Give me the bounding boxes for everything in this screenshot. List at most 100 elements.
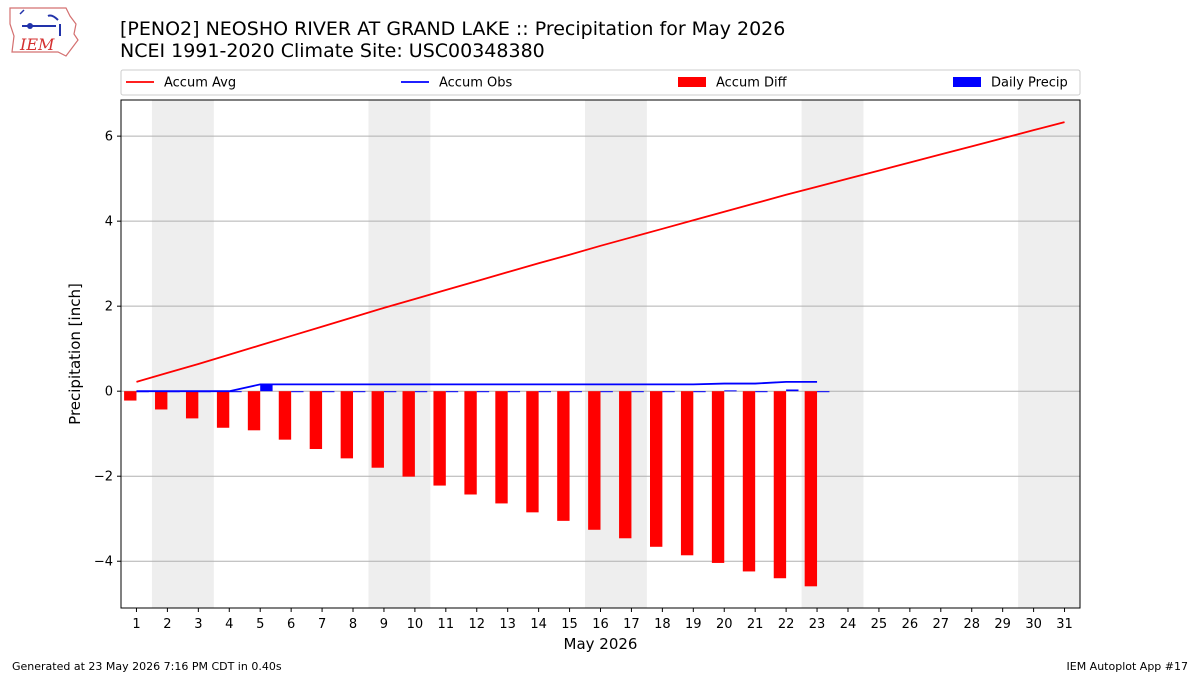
- y-tick-label: −2: [94, 470, 113, 485]
- x-tick-label: 8: [349, 617, 357, 632]
- legend-bar-swatch: [953, 77, 981, 87]
- y-tick-label: 2: [105, 300, 113, 315]
- legend-item: Accum Avg: [126, 76, 236, 91]
- accum-diff-bar: [495, 391, 508, 504]
- accum-diff-bar: [804, 391, 818, 587]
- x-tick-label: 23: [809, 617, 826, 632]
- legend-bar-swatch: [678, 77, 706, 87]
- legend-label: Accum Diff: [716, 76, 788, 91]
- x-tick-label: 21: [747, 617, 764, 632]
- legend-box: [120, 69, 1081, 96]
- accum-diff-bar: [588, 391, 601, 530]
- x-tick-label: 27: [933, 617, 950, 632]
- x-tick-label: 24: [840, 617, 857, 632]
- x-tick-label: 11: [438, 617, 455, 632]
- y-tick-label: −4: [94, 555, 113, 570]
- accum-diff-bar: [155, 391, 168, 410]
- accum-diff-bar: [185, 391, 199, 419]
- accum-diff-bar: [773, 391, 787, 579]
- x-tick-label: 15: [561, 617, 578, 632]
- x-tick-label: 16: [592, 617, 609, 632]
- iem-logo: IEM: [8, 6, 80, 62]
- accum-diff-bar: [464, 391, 477, 495]
- legend-item: Accum Diff: [678, 76, 788, 91]
- daily-precip-bar: [755, 391, 768, 393]
- accum-diff-bar: [649, 391, 663, 547]
- accum-diff-bar: [402, 391, 415, 477]
- daily-precip-bar: [445, 391, 459, 393]
- daily-precip-bar: [662, 391, 675, 393]
- accum-diff-bar: [309, 391, 323, 450]
- x-tick-label: 19: [685, 617, 702, 632]
- weekend-shade: [368, 100, 431, 608]
- x-tick-label: 22: [778, 617, 795, 632]
- x-tick-label: 10: [407, 617, 424, 632]
- accum-diff-bar: [216, 391, 230, 428]
- x-tick-label: 14: [530, 617, 547, 632]
- daily-precip-bar: [693, 391, 706, 393]
- daily-precip-bar: [631, 391, 644, 393]
- accum-diff-bar: [742, 391, 756, 572]
- x-tick-label: 28: [963, 617, 980, 632]
- x-tick-label: 4: [225, 617, 233, 632]
- daily-precip-bar: [229, 391, 242, 393]
- logo-text: IEM: [19, 35, 55, 54]
- x-tick-label: 29: [994, 617, 1011, 632]
- accum-diff-bar: [340, 391, 354, 459]
- daily-precip-bar: [600, 391, 613, 393]
- weekend-shade: [1018, 100, 1080, 608]
- chart-subtitle: NCEI 1991-2020 Climate Site: USC00348380: [120, 40, 545, 62]
- accum-diff-bar: [557, 391, 570, 521]
- x-tick-label: 17: [623, 617, 640, 632]
- accum-diff-bar: [680, 391, 694, 556]
- accum-obs-line: [136, 380, 818, 393]
- x-tick-label: 5: [256, 617, 264, 632]
- daily-precip-bar: [383, 391, 397, 393]
- daily-precip-bar: [291, 391, 304, 393]
- x-tick-label: 25: [871, 617, 888, 632]
- y-tick-label: 0: [105, 385, 113, 400]
- legend: Accum Avg Accum Obs Accum Diff Daily Precip: [120, 69, 1081, 96]
- daily-precip-bar: [786, 389, 799, 392]
- legend-label: Accum Obs: [439, 76, 512, 91]
- legend-label: Accum Avg: [164, 76, 236, 91]
- x-tick-label: 13: [499, 617, 516, 632]
- daily-precip-bar: [322, 391, 335, 393]
- x-tick-label: 26: [902, 617, 919, 632]
- app-credit: IEM Autoplot App #17: [1066, 660, 1189, 673]
- daily-precip-bar: [569, 391, 582, 393]
- x-tick-label: 6: [287, 617, 295, 632]
- accum-diff-bar: [124, 391, 137, 401]
- daily-precip-bar: [260, 384, 273, 392]
- x-tick-label: 7: [318, 617, 326, 632]
- generated-timestamp: Generated at 23 May 2026 7:16 PM CDT in …: [12, 660, 282, 673]
- legend-item: Accum Obs: [401, 76, 512, 91]
- x-tick-label: 18: [654, 617, 671, 632]
- daily-precip-bar: [476, 391, 490, 393]
- y-tick-label: 6: [105, 130, 113, 145]
- accum-diff-bar: [371, 391, 384, 468]
- accum-diff-bar: [711, 391, 725, 563]
- weekend-shade: [585, 100, 647, 608]
- accum-diff-bar: [619, 391, 632, 539]
- x-axis-label: May 2026: [564, 635, 638, 653]
- legend-item: Daily Precip: [953, 76, 1068, 91]
- accum-diff-bar: [433, 391, 446, 486]
- daily-precip-bar: [817, 391, 830, 393]
- y-axis-label: Precipitation [inch]: [66, 283, 84, 425]
- weekend-shade: [151, 100, 214, 608]
- y-tick-label: 4: [105, 215, 113, 230]
- accum-diff-bar: [247, 391, 261, 431]
- x-tick-label: 3: [194, 617, 202, 632]
- accum-diff-bar: [278, 391, 292, 440]
- iem-logo-graphic: IEM: [9, 7, 79, 57]
- accum-diff-bar: [526, 391, 539, 513]
- daily-precip-bar: [538, 391, 552, 393]
- x-tick-label: 20: [716, 617, 733, 632]
- daily-precip-bar: [353, 391, 366, 393]
- x-tick-label: 31: [1056, 617, 1073, 632]
- accum-avg-line: [136, 121, 1065, 383]
- daily-precip-bar: [724, 390, 737, 392]
- x-tick-label: 1: [132, 617, 140, 632]
- chart-title: [PENO2] NEOSHO RIVER AT GRAND LAKE :: Pr…: [120, 18, 786, 40]
